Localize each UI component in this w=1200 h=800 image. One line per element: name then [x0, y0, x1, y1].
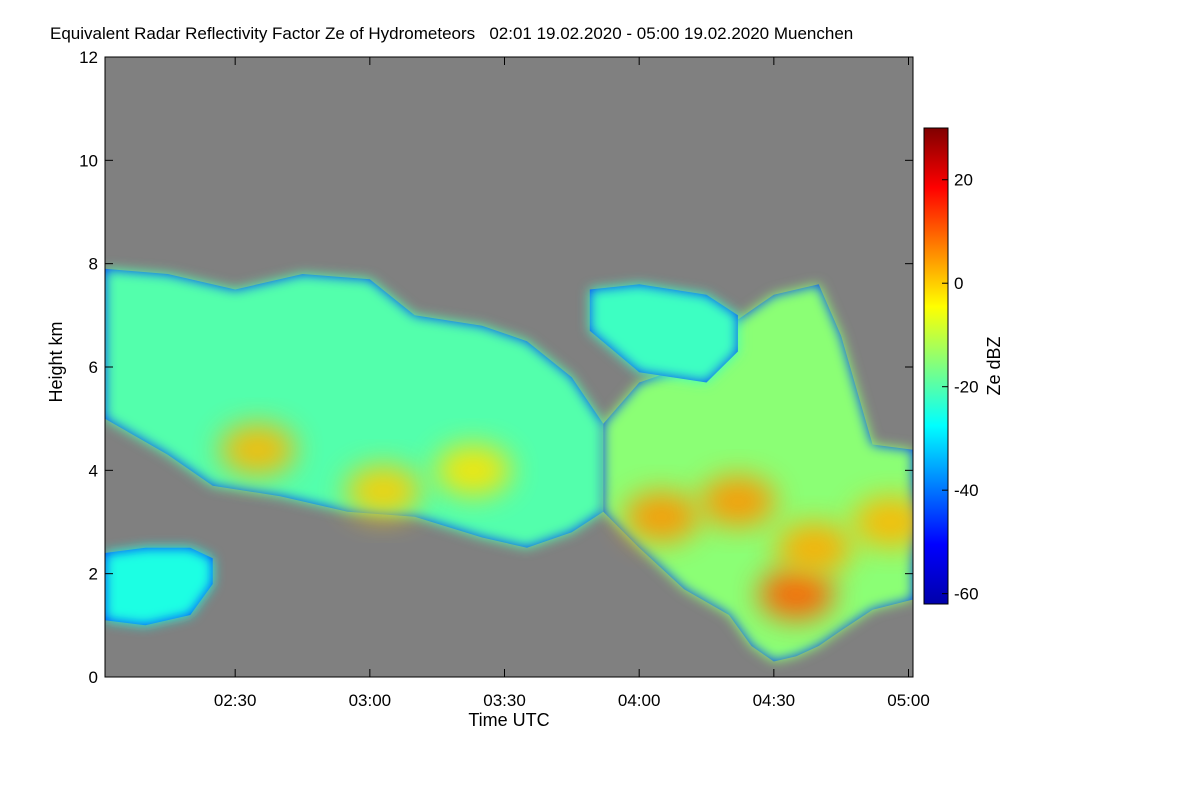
colorbar-axis: 20 0 -20 -40 -60 [942, 171, 979, 604]
y-tick-label: 0 [89, 668, 98, 687]
colorbar-tick-label: -20 [954, 378, 979, 397]
reflectivity-field [105, 268, 913, 662]
colorbar-tick-label: -60 [954, 585, 979, 604]
y-axis-label: Height km [46, 321, 66, 402]
y-tick-label: 8 [89, 255, 98, 274]
core-0 [219, 423, 296, 476]
colorbar-tick-label: 20 [954, 171, 973, 190]
x-tick-label: 04:00 [618, 691, 661, 710]
colorbar-label: Ze dBZ [984, 336, 1004, 395]
core-2 [435, 444, 512, 497]
x-tick-label: 03:30 [483, 691, 526, 710]
y-tick-label: 12 [79, 48, 98, 67]
y-tick-label: 10 [79, 151, 98, 170]
x-tick-label: 05:00 [887, 691, 930, 710]
colorbar-tick-label: -40 [954, 481, 979, 500]
x-tick-label: 02:30 [214, 691, 257, 710]
core-1 [345, 465, 422, 517]
core-3 [623, 490, 700, 543]
core-5 [758, 568, 835, 621]
region-low-cloud-left [105, 547, 213, 626]
region-isolated-cell-upper [589, 284, 738, 383]
x-tick-label: 04:30 [753, 691, 796, 710]
colorbar [923, 127, 949, 605]
y-tick-label: 6 [89, 358, 98, 377]
core-7 [852, 496, 913, 548]
core-4 [699, 475, 776, 528]
x-axis-label: Time UTC [468, 710, 549, 730]
y-tick-label: 2 [89, 565, 98, 584]
colorbar-tick-label: 0 [954, 274, 963, 293]
y-axis: 0 2 4 6 8 10 12 [79, 48, 913, 687]
core-6 [776, 521, 853, 574]
chart-title: Equivalent Radar Reflectivity Factor Ze … [50, 24, 853, 43]
x-axis: 02:30 03:00 03:30 04:00 04:30 05:00 [214, 57, 930, 710]
x-tick-label: 03:00 [349, 691, 392, 710]
y-tick-label: 4 [89, 461, 98, 480]
